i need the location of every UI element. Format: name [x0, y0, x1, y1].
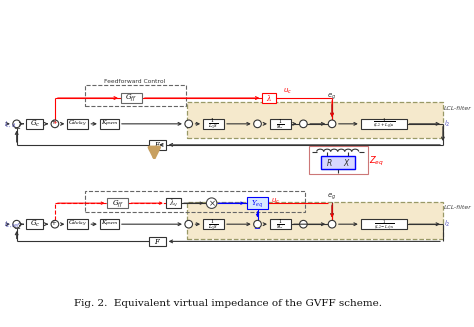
Text: $\frac{1}{(L_2+L_g)s}$: $\frac{1}{(L_2+L_g)s}$ — [373, 116, 395, 131]
Text: $+$: $+$ — [50, 117, 57, 127]
Text: $G_c$: $G_c$ — [30, 119, 40, 129]
Circle shape — [328, 120, 336, 128]
Bar — [361, 219, 407, 230]
Text: $G_{delay}$: $G_{delay}$ — [68, 219, 87, 229]
Circle shape — [206, 198, 217, 208]
Text: $Z_{eq}$: $Z_{eq}$ — [369, 155, 384, 168]
Text: $G_c$: $G_c$ — [30, 219, 40, 229]
Bar — [121, 93, 142, 103]
Bar — [26, 119, 44, 129]
Text: $\lambda_v$: $\lambda_v$ — [169, 198, 178, 209]
Bar — [270, 119, 291, 129]
Text: $i_2$: $i_2$ — [444, 119, 450, 129]
Text: $\frac{1}{L_1s}$: $\frac{1}{L_1s}$ — [209, 116, 219, 131]
Bar — [108, 198, 128, 208]
Bar — [203, 219, 224, 230]
Bar — [148, 140, 166, 150]
Text: $+$: $+$ — [50, 218, 57, 227]
Text: Feedforward Control: Feedforward Control — [104, 79, 166, 84]
Text: $R$: $R$ — [326, 157, 332, 168]
Text: $\frac{1}{sC}$: $\frac{1}{sC}$ — [276, 117, 284, 131]
Text: $i_{c,d}$: $i_{c,d}$ — [4, 119, 17, 129]
Text: $-$: $-$ — [13, 122, 21, 131]
Bar — [247, 198, 268, 209]
Text: LCL-filter: LCL-filter — [444, 205, 472, 210]
Text: $\frac{1}{L_1s}$: $\frac{1}{L_1s}$ — [209, 217, 219, 232]
Bar — [166, 198, 181, 208]
Text: $-$: $-$ — [254, 223, 262, 232]
Text: $\lambda$: $\lambda$ — [266, 93, 272, 103]
Text: $\frac{1}{(L_2-L_v)s}$: $\frac{1}{(L_2-L_v)s}$ — [374, 218, 394, 231]
Bar — [187, 202, 443, 238]
Text: $Y_{eq}$: $Y_{eq}$ — [251, 198, 264, 209]
Text: LCL-filter: LCL-filter — [444, 106, 472, 111]
Bar — [26, 219, 44, 230]
Bar — [100, 219, 119, 230]
Bar — [85, 85, 186, 106]
Bar — [270, 219, 291, 230]
Bar — [148, 237, 166, 246]
Text: $\frac{1}{sC}$: $\frac{1}{sC}$ — [276, 217, 284, 231]
Circle shape — [13, 120, 20, 128]
Text: $G_{delay}$: $G_{delay}$ — [68, 119, 87, 129]
Text: $X$: $X$ — [343, 157, 350, 168]
Text: $e_g$: $e_g$ — [328, 91, 337, 102]
Text: $G_{ff}$: $G_{ff}$ — [112, 198, 124, 209]
Bar — [203, 119, 224, 129]
Circle shape — [51, 220, 59, 228]
Bar — [262, 93, 276, 103]
Circle shape — [51, 120, 59, 128]
Circle shape — [254, 220, 261, 228]
Bar — [100, 119, 119, 129]
Text: $G_{ff}$: $G_{ff}$ — [126, 93, 137, 103]
Text: $F$: $F$ — [154, 140, 161, 149]
Text: $u_c$: $u_c$ — [271, 197, 280, 206]
Text: $K_{pwm}$: $K_{pwm}$ — [101, 119, 118, 129]
Bar — [361, 119, 407, 129]
Circle shape — [328, 220, 336, 228]
Circle shape — [254, 120, 261, 128]
Text: $+$: $+$ — [52, 118, 58, 126]
Text: $F$: $F$ — [154, 237, 161, 246]
Bar — [320, 156, 355, 169]
Circle shape — [300, 120, 307, 128]
Text: $u_c$: $u_c$ — [283, 87, 292, 96]
Bar — [67, 219, 88, 230]
Bar — [187, 102, 443, 138]
Bar — [85, 191, 305, 212]
Text: $i_2$: $i_2$ — [444, 219, 450, 229]
Circle shape — [185, 120, 192, 128]
Text: $-$: $-$ — [13, 222, 21, 231]
Circle shape — [13, 220, 20, 228]
Text: $\times$: $\times$ — [208, 198, 216, 208]
Text: $i_{2,ref}$: $i_{2,ref}$ — [4, 219, 21, 229]
Bar — [67, 119, 88, 129]
Text: $e_g$: $e_g$ — [328, 192, 337, 202]
Circle shape — [185, 220, 192, 228]
Bar — [309, 146, 368, 175]
Circle shape — [300, 220, 307, 228]
Text: Fig. 2.  Equivalent virtual impedance of the GVFF scheme.: Fig. 2. Equivalent virtual impedance of … — [74, 299, 382, 308]
Text: $K_{pwm}$: $K_{pwm}$ — [101, 219, 118, 229]
